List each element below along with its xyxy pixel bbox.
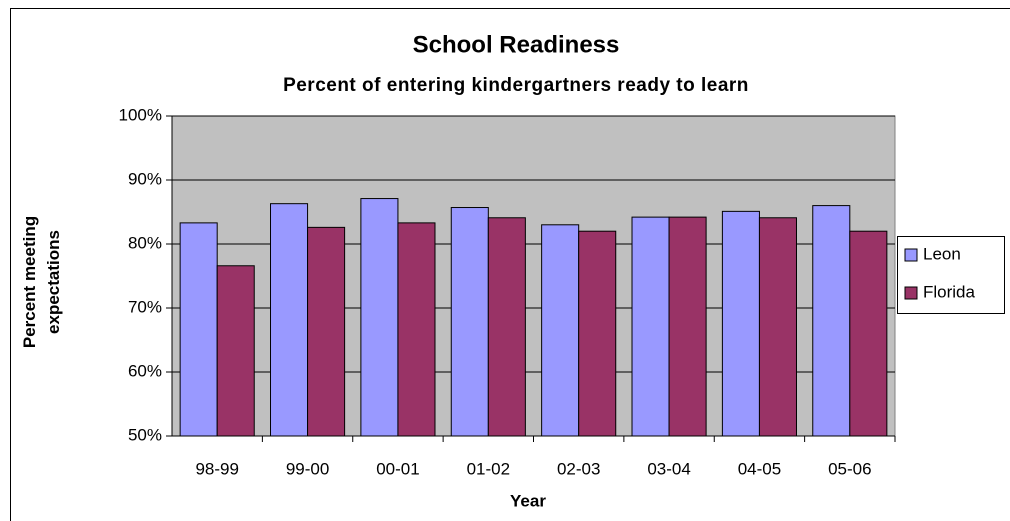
bar — [179, 222, 218, 437]
legend-swatch — [904, 248, 918, 262]
x-tick-label: 05-06 — [828, 459, 871, 478]
bar — [758, 217, 797, 437]
x-tick-label: 03-04 — [647, 459, 690, 478]
bar — [487, 217, 526, 437]
x-axis-label: Year — [510, 491, 546, 510]
x-tick-label: 98-99 — [195, 459, 238, 478]
bar — [216, 265, 255, 437]
legend — [897, 236, 1005, 314]
legend-label: Florida — [923, 282, 976, 301]
bar — [360, 198, 399, 437]
bar — [397, 222, 436, 437]
x-tick-label: 04-05 — [738, 459, 781, 478]
bar — [668, 216, 707, 437]
legend-swatch — [904, 286, 918, 300]
y-axis-label-box: Percent meeting expectations — [20, 215, 63, 349]
y-tick-label: 50% — [128, 425, 162, 444]
y-tick-label: 80% — [128, 233, 162, 252]
x-tick-label: 02-03 — [557, 459, 600, 478]
y-tick-label: 90% — [128, 169, 162, 188]
x-tick-label: 99-00 — [286, 459, 329, 478]
y-tick-label: 60% — [128, 361, 162, 380]
chart-title: School Readiness — [413, 31, 620, 58]
bar — [270, 203, 309, 437]
bar — [631, 216, 670, 437]
bar — [578, 230, 617, 437]
x-tick-label: 00-01 — [376, 459, 419, 478]
bar — [849, 230, 888, 437]
x-tick-label: 01-02 — [467, 459, 510, 478]
chart-subtitle: Percent of entering kindergartners ready… — [283, 75, 749, 96]
y-tick-label: 100% — [119, 105, 162, 124]
legend-label: Leon — [923, 244, 961, 263]
bar — [541, 224, 580, 437]
bar — [812, 205, 851, 437]
y-axis-label: Percent meeting expectations — [20, 215, 63, 349]
bar — [450, 207, 489, 437]
bar — [307, 226, 346, 437]
y-tick-label: 70% — [128, 297, 162, 316]
bar — [721, 210, 760, 437]
